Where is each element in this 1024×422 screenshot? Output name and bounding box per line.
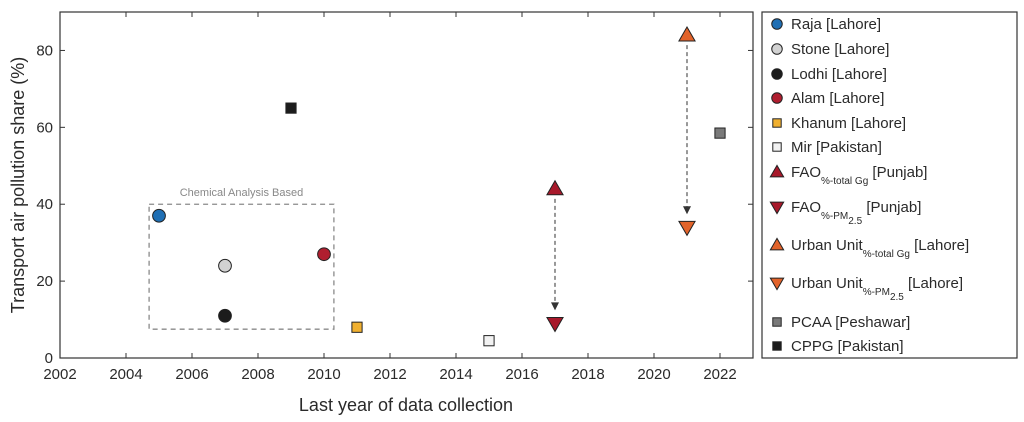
legend-entry: Alam [Lahore] <box>771 90 884 107</box>
data-point <box>546 316 564 333</box>
legend-label: Stone [Lahore] <box>791 41 889 58</box>
legend-label: Urban Unit%-PM2.5 [Lahore] <box>791 275 963 303</box>
data-point <box>152 208 166 223</box>
x-tick-label: 2016 <box>505 366 538 383</box>
legend-marker <box>771 43 783 55</box>
x-tick-label: 2004 <box>109 366 142 383</box>
legend-label: Alam [Lahore] <box>791 90 884 107</box>
data-point <box>546 179 564 196</box>
y-tick-label: 20 <box>36 273 53 290</box>
data-point <box>317 247 331 262</box>
legend-entry: Raja [Lahore] <box>771 16 881 33</box>
y-tick-label: 80 <box>36 42 53 59</box>
y-tick-label: 0 <box>45 350 53 367</box>
data-point <box>218 258 232 273</box>
legend-marker <box>769 237 785 251</box>
x-tick-label: 2022 <box>703 366 736 383</box>
legend-label: Khanum [Lahore] <box>791 115 906 132</box>
legend-label: Lodhi [Lahore] <box>791 66 887 83</box>
legend-label: Mir [Pakistan] <box>791 139 882 156</box>
x-tick-label: 2020 <box>637 366 670 383</box>
x-tick-label: 2006 <box>175 366 208 383</box>
x-tick-label: 2002 <box>43 366 76 383</box>
x-tick-label: 2012 <box>373 366 406 383</box>
x-tick-label: 2008 <box>241 366 274 383</box>
data-point <box>678 25 696 42</box>
legend-marker <box>771 92 783 104</box>
y-tick-label: 60 <box>36 119 53 136</box>
legend-marker <box>771 68 783 80</box>
data-point <box>351 321 363 333</box>
legend-marker <box>772 317 782 327</box>
legend-entry: Lodhi [Lahore] <box>771 66 887 83</box>
legend-marker <box>769 164 785 178</box>
x-tick-label: 2014 <box>439 366 472 383</box>
x-tick-label: 2010 <box>307 366 340 383</box>
legend-marker <box>772 142 782 152</box>
legend-label: CPPG [Pakistan] <box>791 338 904 355</box>
legend-marker <box>769 201 785 215</box>
data-point <box>218 308 232 323</box>
legend-entry: CPPG [Pakistan] <box>772 338 904 355</box>
data-point <box>714 127 726 139</box>
legend-entry: FAO%-total Gg [Punjab] <box>769 164 927 187</box>
annotation-label: Chemical Analysis Based <box>180 187 304 199</box>
legend-entry: PCAA [Peshawar] <box>772 314 910 331</box>
legend-marker <box>771 18 783 30</box>
legend-marker <box>772 118 782 128</box>
legend-label: FAO%-total Gg [Punjab] <box>791 164 927 187</box>
legend-label: PCAA [Peshawar] <box>791 314 910 331</box>
x-tick-label: 2018 <box>571 366 604 383</box>
legend-marker <box>769 277 785 291</box>
legend-entry: FAO%-PM2.5 [Punjab] <box>769 199 921 227</box>
arrow-head <box>551 302 559 311</box>
legend-label: FAO%-PM2.5 [Punjab] <box>791 199 921 227</box>
x-axis-label: Last year of data collection <box>299 395 513 415</box>
data-point <box>678 220 696 237</box>
legend-label: Urban Unit%-total Gg [Lahore] <box>791 237 969 260</box>
legend-box <box>761 11 1018 359</box>
arrow-head <box>683 206 691 215</box>
y-axis-label: Transport air pollution share (%) <box>8 57 28 313</box>
chemical-analysis-box <box>148 203 335 330</box>
legend-entry: Urban Unit%-PM2.5 [Lahore] <box>769 275 963 303</box>
legend-entry: Mir [Pakistan] <box>772 139 882 156</box>
data-point <box>483 335 495 347</box>
legend-entry: Urban Unit%-total Gg [Lahore] <box>769 237 969 260</box>
y-tick-label: 40 <box>36 196 53 213</box>
legend-entry: Khanum [Lahore] <box>772 115 906 132</box>
plot-area <box>59 11 754 359</box>
legend-entry: Stone [Lahore] <box>771 41 889 58</box>
legend-label: Raja [Lahore] <box>791 16 881 33</box>
data-point <box>285 102 297 114</box>
legend-marker <box>772 341 782 351</box>
